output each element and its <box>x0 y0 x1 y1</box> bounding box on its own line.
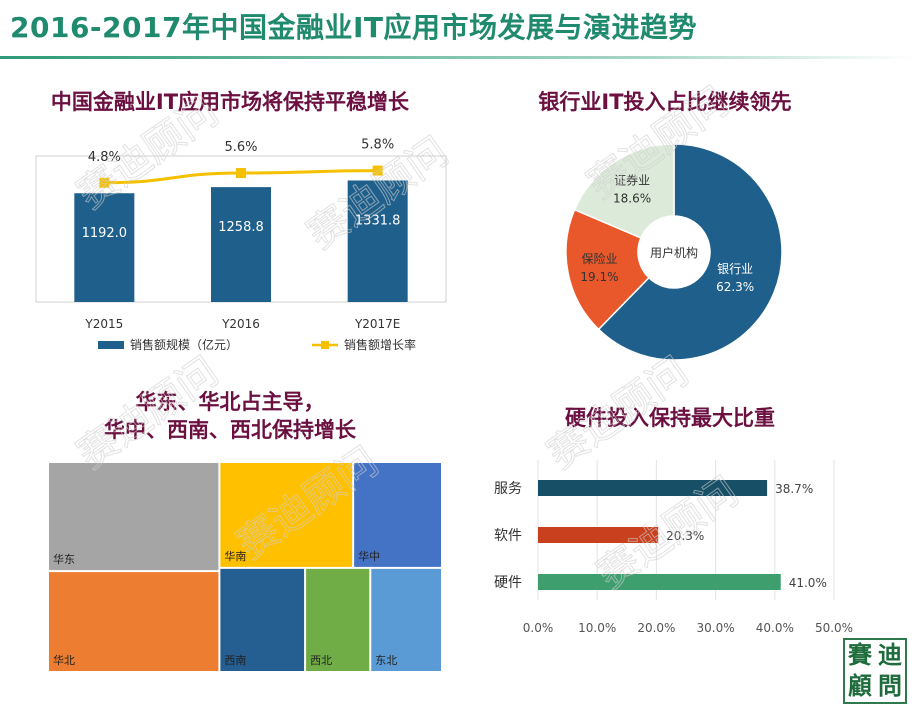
hbar-value-label: 41.0% <box>789 576 827 590</box>
legend-label-line: 销售额增长率 <box>344 337 416 352</box>
treemap-cell <box>354 463 441 567</box>
user-org-donut-chart: 银行业 62.3% 保险业 19.1% 证券业 18.6% 用户机构 <box>565 143 783 361</box>
x-tick-label: Y2015 <box>84 317 123 331</box>
x-tick-label: 20.0% <box>637 621 675 635</box>
treemap-cell-label: 东北 <box>375 654 397 667</box>
logo-char: 顧 <box>848 671 872 700</box>
slice-name-label: 证券业 <box>614 173 650 188</box>
x-tick-label: Y2017E <box>354 317 400 331</box>
legend-swatch-bar <box>98 341 124 349</box>
market-size-chart: 1192.0 Y2015 4.8% 1258.8 Y2016 5.6% 1331.8 Y201… <box>35 138 447 352</box>
x-tick-label: 50.0% <box>815 621 853 635</box>
treemap-title-line2: 华中、西南、西北保持增长 <box>104 418 356 442</box>
y-category-label: 服务 <box>494 481 522 497</box>
treemap-cell-label: 华东 <box>53 552 75 566</box>
donut-slice <box>573 143 675 239</box>
hbar-value-label: 38.7% <box>775 482 813 496</box>
treemap-cell-label: 华北 <box>53 653 75 667</box>
treemap-cell <box>220 463 353 567</box>
x-tick-label: 0.0% <box>523 621 554 635</box>
slice-value-label: 18.6% <box>613 192 651 206</box>
hbar <box>538 574 781 590</box>
bar-value-label: 1258.8 <box>218 220 264 235</box>
hbar-value-label: 20.3% <box>666 529 704 543</box>
slice-name-label: 保险业 <box>581 251 617 266</box>
treemap-cell <box>371 568 441 671</box>
donut-center-label: 用户机构 <box>650 245 698 260</box>
treemap-cell <box>49 463 219 571</box>
legend-label-bar: 销售额规模（亿元） <box>130 337 238 352</box>
treemap-title-line1: 华东、华北占主导， <box>135 390 325 414</box>
treemap-cell-label: 西南 <box>224 654 246 667</box>
y-category-label: 硬件 <box>494 575 522 591</box>
bar-value-label: 1192.0 <box>82 226 128 241</box>
treemap-cell-label: 西北 <box>310 654 332 667</box>
x-tick-label: 30.0% <box>697 621 735 635</box>
hbar <box>538 480 768 496</box>
donut-slice <box>565 208 650 331</box>
company-logo: 賽 迪 顧 問 <box>843 638 907 704</box>
treemap-cell <box>306 568 370 671</box>
legend-marker-line <box>321 341 329 349</box>
title-divider <box>0 56 916 59</box>
treemap-cell-label: 华中 <box>358 549 380 563</box>
growth-value-label: 5.6% <box>224 140 257 155</box>
growth-marker <box>372 165 383 176</box>
treemap-cell-label: 华南 <box>224 549 246 563</box>
growth-marker <box>99 177 110 188</box>
donut-slice <box>597 143 783 361</box>
x-tick-label: 10.0% <box>578 621 616 635</box>
treemap-cell <box>220 568 305 671</box>
page-title: 2016-2017年中国金融业IT应用市场发展与演进趋势 <box>10 11 698 44</box>
slice-name-label: 银行业 <box>717 262 753 276</box>
pie-chart-title: 银行业IT投入占比继续领先 <box>538 90 792 114</box>
bar-chart-title: 中国金融业IT应用市场将保持平稳增长 <box>50 90 410 114</box>
bar <box>74 193 135 302</box>
x-tick-label: Y2016 <box>221 317 260 331</box>
growth-value-label: 4.8% <box>88 150 121 165</box>
growth-value-label: 5.8% <box>361 138 394 153</box>
bar-value-label: 1331.8 <box>355 213 401 228</box>
logo-char: 迪 <box>878 640 902 669</box>
hbar <box>538 527 659 543</box>
investment-type-chart: 0.0% 10.0% 20.0% 30.0% 40.0% 50.0% 服务 38.7% 软件 20… <box>494 460 853 635</box>
logo-char: 問 <box>878 671 902 700</box>
bar <box>347 180 408 302</box>
slice-value-label: 19.1% <box>580 270 618 284</box>
growth-marker <box>236 168 246 179</box>
x-tick-label: 40.0% <box>756 621 794 635</box>
slice-value-label: 62.3% <box>716 280 754 294</box>
logo-char: 賽 <box>848 640 872 669</box>
bar <box>211 187 271 302</box>
treemap-cell <box>49 572 219 671</box>
y-category-label: 软件 <box>494 528 522 544</box>
hbar-chart-title: 硬件投入保持最大比重 <box>565 406 775 430</box>
